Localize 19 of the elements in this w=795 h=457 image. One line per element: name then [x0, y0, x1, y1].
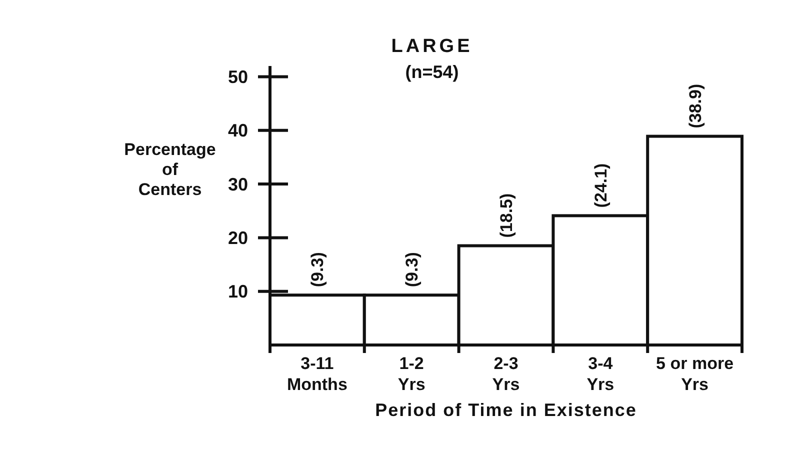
x-tick-label: 2-3 Yrs [492, 354, 520, 394]
data-label: (9.3) [402, 252, 422, 288]
data-label: (9.3) [308, 252, 328, 288]
chart-title: LARGE [391, 36, 473, 57]
y-tick-label: 10 [228, 282, 248, 302]
data-label: (38.9) [686, 84, 705, 128]
y-tick-label: 40 [228, 120, 248, 141]
y-tick-label: 20 [228, 228, 248, 248]
data-label: (24.1) [591, 163, 610, 208]
x-tick-label: 3-4 Yrs [586, 354, 614, 394]
y-tick-label: 30 [228, 174, 248, 194]
data-label: (18.5) [497, 193, 516, 238]
x-tick-label: 3-11 Months [286, 354, 348, 394]
x-axis-title: Period of Time in Existence [375, 400, 637, 420]
x-tick-label: 5 or more Yrs [656, 354, 734, 394]
y-axis-title: Percentage of Centers [124, 140, 216, 199]
chart-subtitle: (n=54) [405, 62, 459, 82]
x-tick-label: 1-2 Yrs [398, 354, 426, 394]
y-tick-label: 50 [228, 67, 248, 88]
